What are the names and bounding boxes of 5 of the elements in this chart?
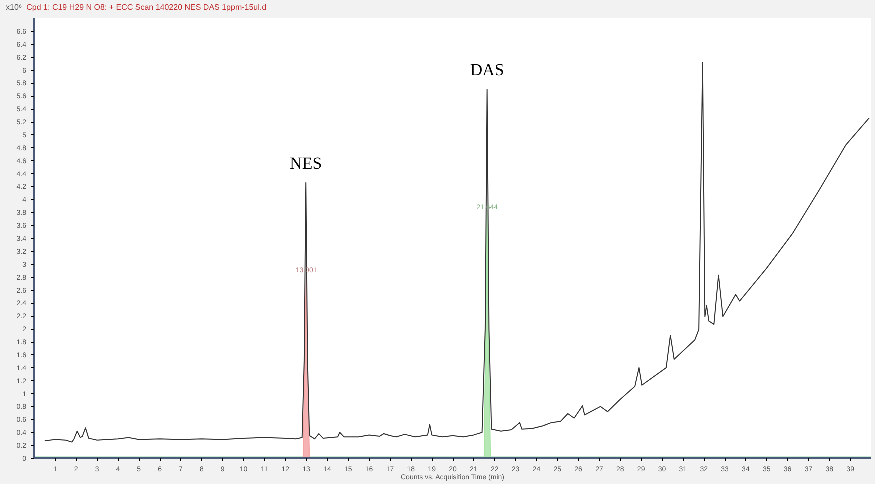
annotation: DAS <box>470 60 504 80</box>
y-axis-title: x10⁶ <box>6 3 22 12</box>
line-series <box>44 62 870 443</box>
chart-title: Cpd 1: C19 H29 N O8: + ECC Scan 140220 NES DAS 1ppm-15ul.d <box>26 3 267 12</box>
annotation: NES <box>290 154 322 173</box>
